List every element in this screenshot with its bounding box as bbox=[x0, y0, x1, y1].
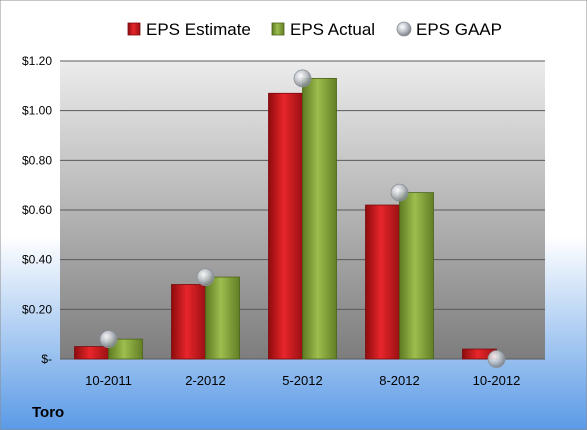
eps-gaap-marker bbox=[390, 183, 409, 202]
eps-gaap-marker bbox=[293, 69, 312, 88]
eps-gaap-marker bbox=[487, 350, 506, 368]
legend: EPS Estimate EPS Actual EPS GAAP bbox=[127, 20, 502, 39]
y-tick-label: $0.80 bbox=[22, 153, 52, 167]
eps-estimate-bar bbox=[268, 92, 303, 360]
company-label: Toro bbox=[32, 404, 64, 421]
x-tick-label: 8-2012 bbox=[379, 373, 419, 388]
legend-swatch bbox=[127, 22, 141, 36]
y-tick-label: $0.20 bbox=[22, 302, 52, 316]
eps-estimate-bar bbox=[365, 204, 400, 360]
eps-actual-bar bbox=[399, 192, 434, 360]
eps-actual-bar bbox=[302, 77, 337, 360]
y-axis-tick-labels: $- $0.20 $0.40 $0.60 $0.80 $1.00 $1.20 bbox=[22, 54, 52, 366]
y-tick-label: $- bbox=[41, 352, 52, 366]
x-tick-label: 10-2012 bbox=[473, 373, 521, 388]
x-tick-label: 5-2012 bbox=[282, 373, 322, 388]
y-tick-label: $1.00 bbox=[22, 104, 52, 118]
x-tick-label: 2-2012 bbox=[185, 373, 225, 388]
x-axis-tick-labels: 10-2011 2-2012 5-2012 8-2012 10-2012 bbox=[85, 373, 520, 388]
legend-swatch bbox=[271, 22, 285, 36]
bars bbox=[74, 77, 497, 360]
eps-actual-bar bbox=[205, 276, 240, 360]
y-tick-label: $1.20 bbox=[22, 54, 52, 68]
x-tick-label: 10-2011 bbox=[85, 373, 132, 388]
legend-label: EPS Estimate bbox=[146, 20, 251, 39]
y-tick-label: $0.60 bbox=[22, 203, 52, 217]
eps-estimate-bar bbox=[171, 284, 206, 360]
legend-swatch bbox=[396, 21, 412, 37]
gaap-markers bbox=[99, 69, 506, 368]
legend-label: EPS GAAP bbox=[416, 20, 502, 39]
legend-label: EPS Actual bbox=[290, 20, 375, 39]
y-tick-label: $0.40 bbox=[22, 253, 52, 267]
eps-actual-bar bbox=[108, 338, 143, 360]
eps-gaap-marker bbox=[196, 268, 215, 286]
eps-estimate-bar bbox=[74, 346, 109, 360]
eps-gaap-marker bbox=[99, 330, 118, 349]
